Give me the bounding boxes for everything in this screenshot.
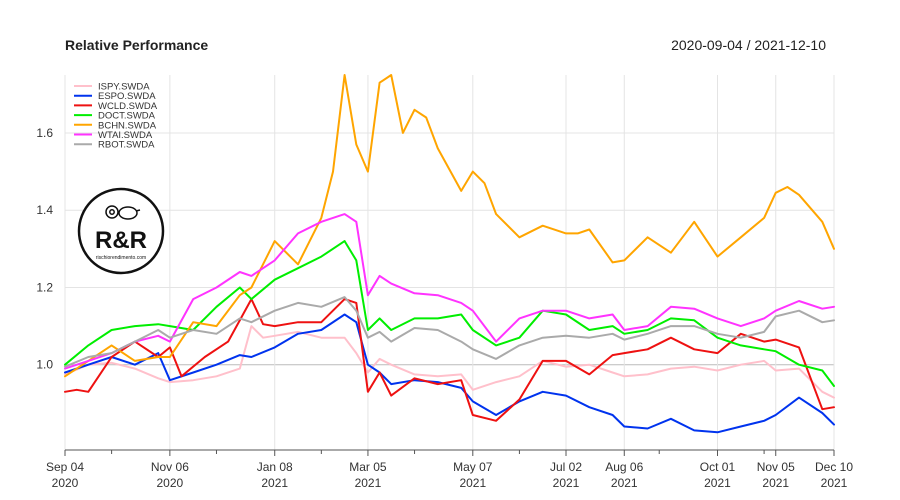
chart-title: Relative Performance	[65, 37, 209, 53]
series-line-rbot-swda	[64, 296, 835, 368]
x-tick-label: Nov 06	[151, 460, 189, 474]
x-tick-label: Dec 10	[815, 460, 853, 474]
logo-ring	[77, 187, 165, 275]
x-tick-label: Oct 01	[700, 460, 736, 474]
x-tick-year-label: 2021	[704, 476, 731, 490]
x-tick-label: Sep 04	[46, 460, 84, 474]
legend-label: BCHN.SWDA	[98, 120, 157, 131]
x-tick-year-label: 2021	[821, 476, 848, 490]
x-tick-year-label: 2020	[157, 476, 184, 490]
x-tick-year-label: 2021	[355, 476, 382, 490]
x-tick-year-label: 2021	[553, 476, 580, 490]
legend-label: WCLD.SWDA	[98, 101, 158, 112]
logo-text: R&R	[95, 227, 147, 254]
x-tick-year-label: 2020	[52, 476, 79, 490]
x-tick-label: Mar 05	[349, 460, 387, 474]
series-line-ispy-swda	[64, 325, 835, 399]
x-tick-label: Jul 02	[550, 460, 582, 474]
x-tick-year-label: 2021	[459, 476, 486, 490]
x-tick-label: Nov 05	[757, 460, 795, 474]
legend-label: DOCT.SWDA	[98, 111, 156, 122]
x-tick-label: May 07	[453, 460, 493, 474]
y-axis: 1.0 1.2 1.4 1.6	[36, 126, 53, 372]
series-layer	[64, 74, 835, 434]
legend: ISPY.SWDAESPO.SWDAWCLD.SWDADOCT.SWDABCHN…	[74, 82, 158, 151]
legend-label: RBOT.SWDA	[98, 140, 155, 151]
x-tick-label: Aug 06	[605, 460, 643, 474]
x-tick-year-label: 2021	[261, 476, 288, 490]
grid	[64, 75, 835, 450]
logo-subtext: rischiorendimento.com	[96, 255, 146, 261]
legend-label: WTAI.SWDA	[98, 130, 153, 141]
series-line-wtai-swda	[64, 213, 835, 370]
x-tick-label: Jan 08	[257, 460, 293, 474]
series-line-bchn-swda	[64, 74, 835, 378]
x-tick-year-label: 2021	[611, 476, 638, 490]
legend-label: ISPY.SWDA	[98, 82, 150, 93]
x-tick-year-label: 2021	[762, 476, 789, 490]
x-axis: Sep 04 2020 Nov 06 2020 Jan 08 2021 Mar 05 2021…	[46, 449, 853, 490]
y-tick-label: 1.2	[36, 280, 53, 294]
y-tick-label: 1.0	[36, 358, 53, 372]
series-line-wcld-swda	[64, 298, 835, 422]
y-tick-label: 1.4	[36, 203, 53, 217]
piggy-gear-icon	[105, 205, 141, 220]
legend-label: ESPO.SWDA	[98, 91, 156, 102]
date-range: 2020-09-04 / 2021-12-10	[671, 37, 826, 53]
series-line-espo-swda	[64, 313, 835, 434]
logo-seal: R&R rischiorendimento.com	[77, 187, 165, 275]
y-tick-label: 1.6	[36, 126, 53, 140]
